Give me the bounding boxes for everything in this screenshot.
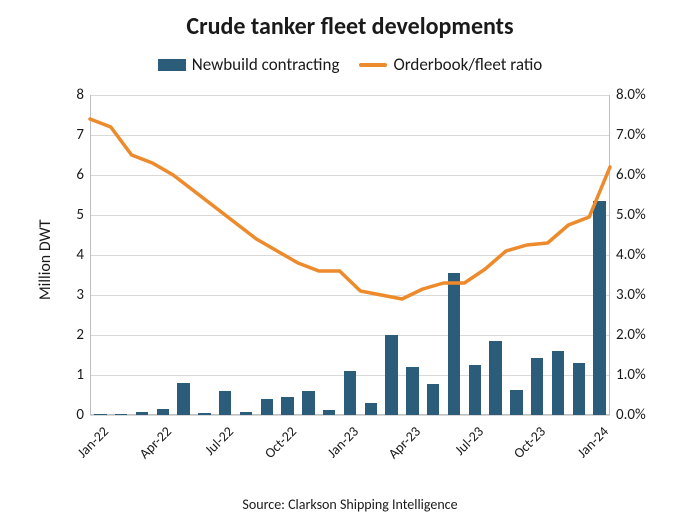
ytick-left: 7 bbox=[76, 126, 84, 144]
chart-container: Crude tanker fleet developments Newbuild… bbox=[0, 0, 700, 525]
ytick-left: 8 bbox=[76, 86, 84, 104]
ytick-right: 2.0% bbox=[616, 326, 646, 344]
y-axis-left-label: Million DWT bbox=[36, 219, 55, 300]
ytick-right: 0.0% bbox=[616, 406, 646, 424]
xtick: Jul-22 bbox=[201, 423, 237, 459]
ytick-left: 0 bbox=[76, 406, 84, 424]
ytick-right: 7.0% bbox=[616, 126, 646, 144]
xtick: Jan-22 bbox=[74, 423, 112, 461]
ytick-left: 2 bbox=[76, 326, 84, 344]
ytick-left: 1 bbox=[76, 366, 84, 384]
xtick: Jan-23 bbox=[324, 423, 362, 461]
legend-item-line: Orderbook/fleet ratio bbox=[359, 54, 542, 75]
source-text: Source: Clarkson Shipping Intelligence bbox=[0, 496, 700, 513]
legend-swatch-line bbox=[359, 63, 387, 67]
ytick-left: 6 bbox=[76, 166, 84, 184]
xtick: Jan-24 bbox=[573, 423, 611, 461]
xtick: Oct-23 bbox=[510, 423, 549, 462]
xtick: Oct-22 bbox=[261, 423, 300, 462]
legend-item-bar: Newbuild contracting bbox=[158, 54, 340, 75]
ytick-left: 4 bbox=[76, 246, 84, 264]
legend-line-label: Orderbook/fleet ratio bbox=[393, 54, 542, 75]
legend-bar-label: Newbuild contracting bbox=[192, 54, 340, 75]
xtick: Apr-22 bbox=[136, 423, 175, 462]
ytick-left: 3 bbox=[76, 286, 84, 304]
ytick-right: 3.0% bbox=[616, 286, 646, 304]
ytick-left: 5 bbox=[76, 206, 84, 224]
ytick-right: 1.0% bbox=[616, 366, 646, 384]
xtick: Apr-23 bbox=[385, 423, 424, 462]
y-axis-right: 0.0%1.0%2.0%3.0%4.0%5.0%6.0%7.0%8.0% bbox=[610, 95, 670, 415]
xtick: Jul-23 bbox=[451, 423, 487, 459]
x-axis: Jan-22Apr-22Jul-22Oct-22Jan-23Apr-23Jul-… bbox=[90, 415, 610, 495]
legend-swatch-bar bbox=[158, 59, 186, 71]
chart-title: Crude tanker fleet developments bbox=[0, 12, 700, 41]
line-series bbox=[90, 95, 610, 415]
gridline bbox=[90, 415, 610, 416]
ytick-right: 5.0% bbox=[616, 206, 646, 224]
ytick-right: 4.0% bbox=[616, 246, 646, 264]
plot-area: 012345678 0.0%1.0%2.0%3.0%4.0%5.0%6.0%7.… bbox=[90, 95, 610, 415]
ytick-right: 6.0% bbox=[616, 166, 646, 184]
ytick-right: 8.0% bbox=[616, 86, 646, 104]
legend: Newbuild contracting Orderbook/fleet rat… bbox=[0, 54, 700, 75]
